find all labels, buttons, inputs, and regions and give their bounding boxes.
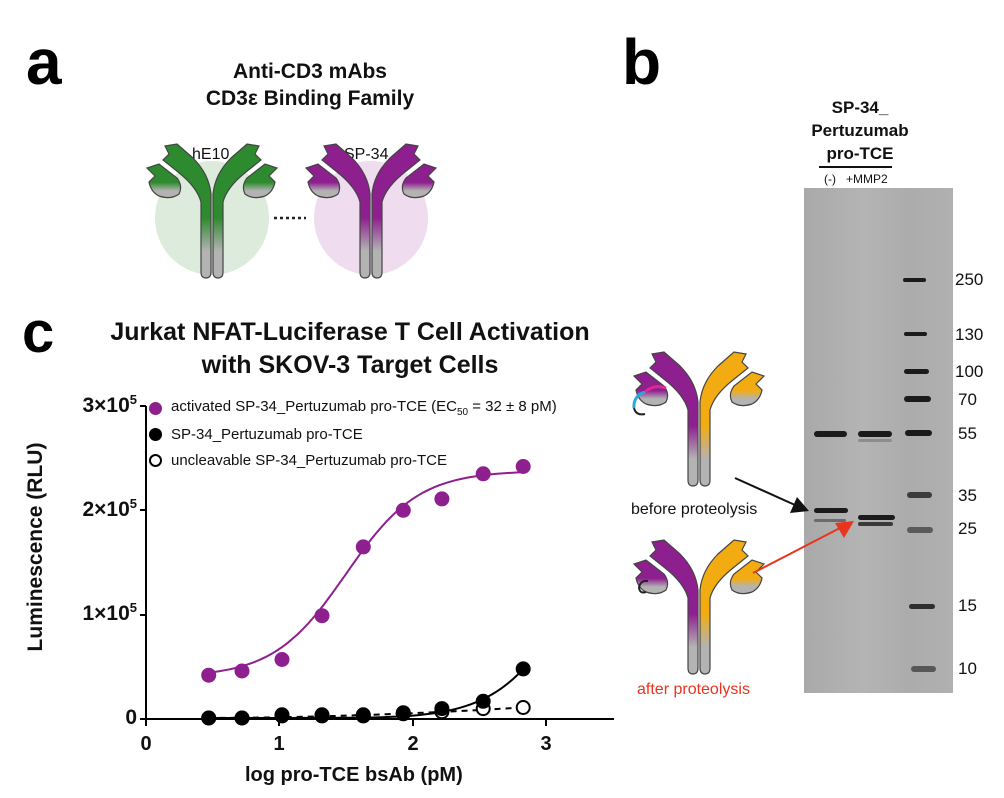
- legend-label-uncleavable: uncleavable SP-34_Pertuzumab pro-TCE: [171, 452, 447, 469]
- data-point: [234, 663, 250, 679]
- data-point: [475, 693, 491, 709]
- x-tick-1: 1: [273, 733, 285, 755]
- panel-a-title: Anti-CD3 mAbs CD3ε Binding Family: [170, 58, 450, 112]
- panel-a-title-line2: CD3ε Binding Family: [205, 87, 415, 110]
- mw-marker-55: 55: [958, 424, 977, 443]
- after-proteolysis-label: after proteolysis: [637, 681, 750, 698]
- panel-a-title-line1: Anti-CD3 mAbs: [232, 60, 387, 83]
- data-point: [234, 710, 250, 726]
- fit-curve-0: [208, 471, 524, 674]
- x-axis-label: log pro-TCE bsAb (pM): [245, 764, 463, 786]
- legend-label-pro-tce: SP-34_Pertuzumab pro-TCE: [171, 426, 363, 443]
- legend-item-pro-tce: SP-34_Pertuzumab pro-TCE: [149, 426, 363, 443]
- gel-header: SP-34_ Pertuzumab pro-TCE: [795, 96, 925, 165]
- he10-halo: [155, 161, 269, 275]
- y-tick-100000: 1×105: [82, 600, 137, 625]
- data-point: [515, 661, 531, 677]
- mw-marker-250: 250: [955, 270, 984, 289]
- mw-marker-100: 100: [955, 362, 984, 381]
- legend-marker-filled-purple-icon: [149, 401, 162, 415]
- antibody-label-he10: hE10: [192, 146, 230, 163]
- mw-marker-130: 130: [955, 325, 984, 344]
- gel-header-underline: [819, 166, 892, 168]
- y-tick-200000: 2×105: [82, 496, 137, 521]
- y-tick-300000: 3×105: [82, 392, 137, 417]
- data-point: [201, 710, 217, 726]
- legend-marker-filled-black-icon: [149, 428, 162, 441]
- gel-header-line1: SP-34_: [831, 98, 889, 117]
- data-point: [395, 706, 411, 722]
- mask-linker-icon: [632, 390, 646, 409]
- data-point: [355, 708, 371, 724]
- panel-b-letter: b: [622, 26, 662, 98]
- x-tick-3: 3: [540, 733, 552, 755]
- panel-c-letter: c: [22, 300, 55, 365]
- x-tick-2: 2: [407, 733, 419, 755]
- after-arrowhead-icon: [835, 521, 854, 538]
- data-point: [201, 667, 217, 683]
- data-point: [314, 707, 330, 723]
- before-arrow: [734, 477, 796, 506]
- before-arrowhead-icon: [790, 497, 809, 513]
- lane-label-untreated: (-): [824, 172, 836, 186]
- legend-item-uncleavable: uncleavable SP-34_Pertuzumab pro-TCE: [149, 452, 447, 469]
- chart-title-line1: Jurkat NFAT-Luciferase T Cell Activation: [110, 318, 590, 346]
- sp34-halo: [314, 161, 428, 275]
- gel-header-line3: pro-TCE: [826, 144, 894, 163]
- legend-marker-open-circle-icon: [149, 454, 162, 467]
- data-point: [434, 701, 450, 717]
- data-point: [314, 608, 330, 624]
- antibody-label-sp34: SP-34: [344, 146, 389, 163]
- data-point: [434, 491, 450, 507]
- mw-marker-70: 70: [958, 390, 977, 409]
- lane-label-mmp2: +MMP2: [846, 172, 888, 186]
- mw-marker-10: 10: [958, 659, 977, 678]
- chart-title-line2: with SKOV-3 Target Cells: [201, 351, 499, 379]
- panel-a-letter: a: [26, 26, 62, 98]
- gel-header-line2: Pertuzumab: [811, 121, 909, 140]
- after-arrow: [752, 527, 841, 574]
- data-point: [355, 539, 371, 555]
- data-point: [515, 459, 531, 474]
- legend-label-activated: activated SP-34_Pertuzumab pro-TCE (EC50…: [171, 398, 557, 418]
- mw-marker-15: 15: [958, 596, 977, 615]
- mw-marker-25: 25: [958, 519, 977, 538]
- legend-item-activated: activated SP-34_Pertuzumab pro-TCE (EC50…: [149, 398, 557, 418]
- x-tick-0: 0: [140, 733, 152, 755]
- mw-marker-35: 35: [958, 486, 977, 505]
- data-point: [515, 700, 531, 715]
- before-proteolysis-label: before proteolysis: [631, 501, 758, 518]
- data-point: [395, 502, 411, 518]
- data-point: [274, 707, 290, 723]
- data-point: [475, 466, 491, 482]
- data-point: [274, 652, 290, 667]
- cleaved-linker-stub: [637, 579, 649, 594]
- y-tick-0: 0: [125, 706, 137, 729]
- chart-title: Jurkat NFAT-Luciferase T Cell Activation…: [80, 316, 620, 382]
